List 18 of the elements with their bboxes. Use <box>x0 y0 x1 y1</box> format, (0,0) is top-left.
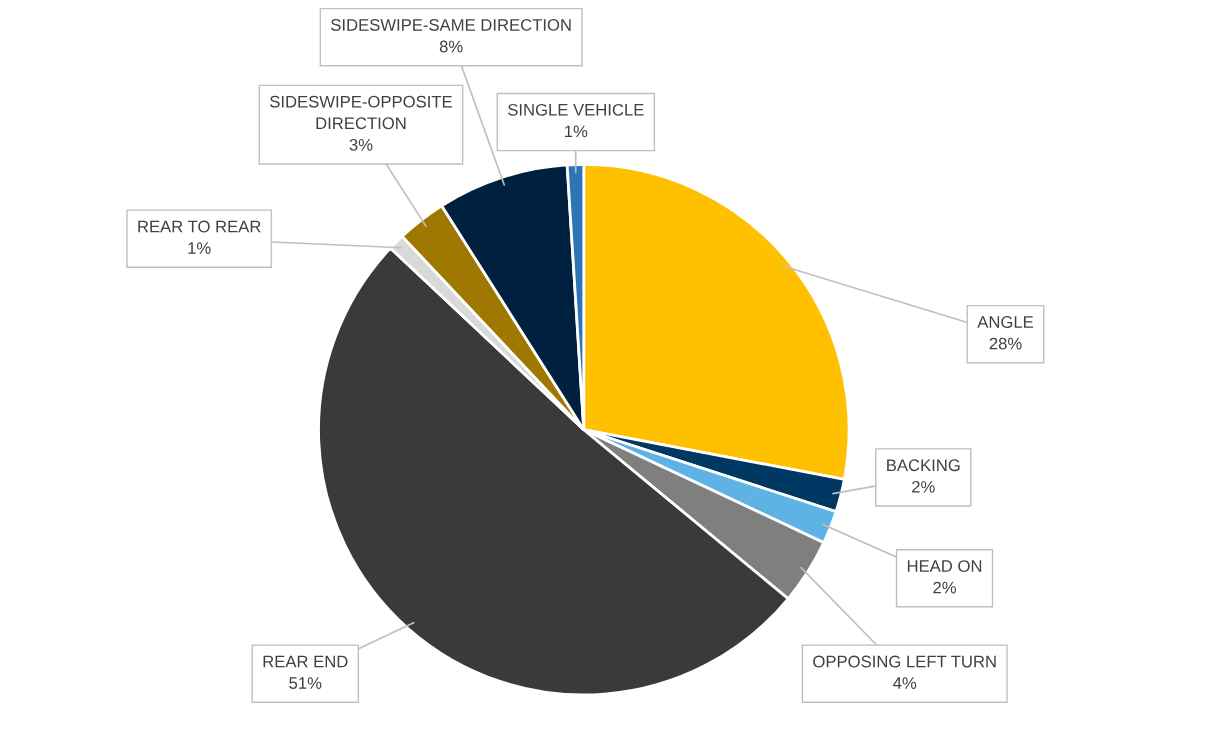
data-label: 51% <box>289 677 322 689</box>
data-label: 1% <box>188 242 211 254</box>
slice-label: HEAD ON <box>907 560 982 572</box>
data-label: 28% <box>989 337 1022 350</box>
data-label: 1% <box>565 125 588 138</box>
slice-label: BACKING <box>887 459 960 472</box>
slice-label: REAR TO REAR <box>138 220 261 233</box>
slice-label: ANGLE <box>977 316 1034 328</box>
slice-label: OPPOSING LEFT TURN <box>813 655 996 668</box>
data-label: 4% <box>893 677 917 689</box>
data-label: 3% <box>349 138 373 151</box>
data-label: 2% <box>912 480 935 493</box>
data-label: 8% <box>439 40 463 53</box>
slice-label: SIDESWIPE-OPPOSITE DIRECTION <box>270 95 452 130</box>
slice-label: SINGLE VEHICLE <box>508 103 644 116</box>
data-label: 2% <box>933 581 956 594</box>
slice-label: SIDESWIPE-SAME DIRECTION <box>331 19 571 31</box>
slice-label: REAR END <box>263 655 348 668</box>
